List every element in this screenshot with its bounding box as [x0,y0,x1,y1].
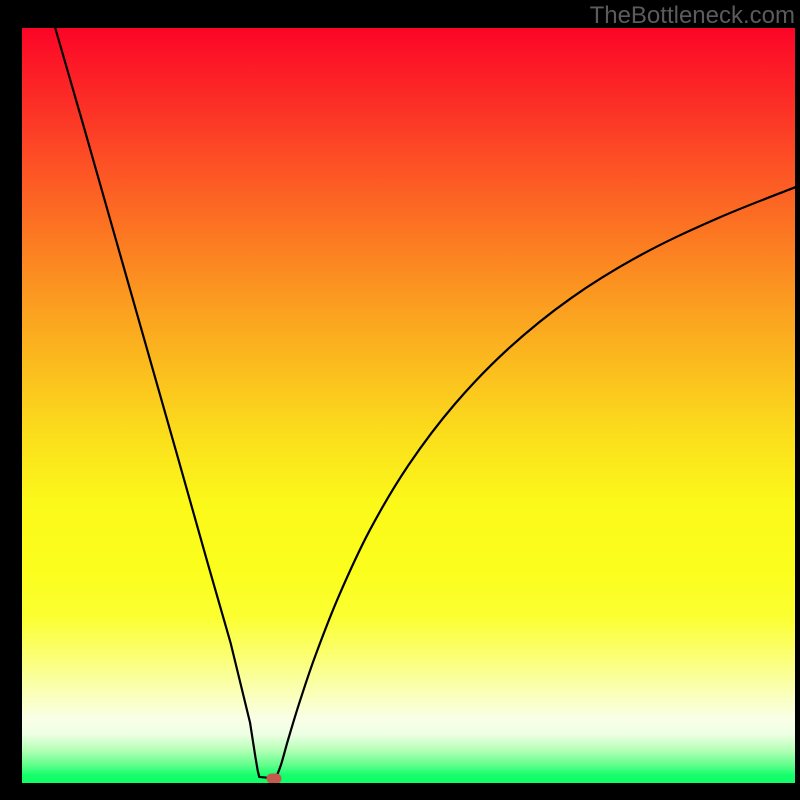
watermark-text: TheBottleneck.com [590,2,795,30]
chart-plot-area [22,28,795,783]
chart-svg [22,28,795,783]
optimum-marker [266,773,281,783]
